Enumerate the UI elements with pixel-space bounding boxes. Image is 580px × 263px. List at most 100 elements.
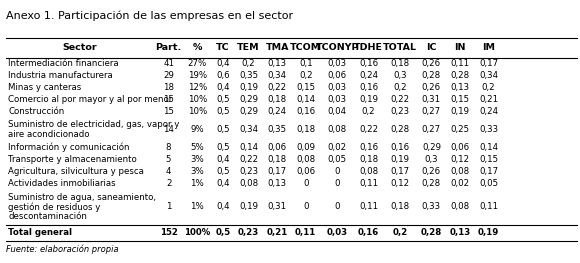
Text: 3%: 3% <box>190 167 204 176</box>
Text: 0,13: 0,13 <box>267 59 287 68</box>
Text: 0,06: 0,06 <box>451 143 470 152</box>
Text: 1%: 1% <box>190 203 204 211</box>
Text: 0,22: 0,22 <box>390 95 409 104</box>
Text: 0,28: 0,28 <box>390 125 409 134</box>
Text: 0,14: 0,14 <box>296 95 316 104</box>
Text: 0,18: 0,18 <box>296 125 316 134</box>
Text: 0,05: 0,05 <box>328 155 347 164</box>
Text: 0,34: 0,34 <box>239 125 258 134</box>
Text: 0,11: 0,11 <box>451 59 470 68</box>
Text: 0,17: 0,17 <box>479 59 498 68</box>
Text: 0,23: 0,23 <box>390 107 409 116</box>
Text: 0,4: 0,4 <box>216 83 230 92</box>
Text: 0,14: 0,14 <box>479 143 498 152</box>
Text: Comercio al por mayor y al por menor: Comercio al por mayor y al por menor <box>8 95 172 104</box>
Text: 0,11: 0,11 <box>359 203 378 211</box>
Text: TDHE: TDHE <box>354 43 383 53</box>
Text: 0,34: 0,34 <box>479 71 498 80</box>
Text: 0,18: 0,18 <box>267 155 287 164</box>
Text: 0,26: 0,26 <box>422 167 441 176</box>
Text: 0: 0 <box>335 203 340 211</box>
Text: 0,5: 0,5 <box>216 95 230 104</box>
Text: 0,28: 0,28 <box>422 179 441 188</box>
Text: 0,16: 0,16 <box>296 107 316 116</box>
Text: 0,25: 0,25 <box>451 125 470 134</box>
Text: 1: 1 <box>166 203 171 211</box>
Text: 0,26: 0,26 <box>422 83 441 92</box>
Text: 0,09: 0,09 <box>296 143 316 152</box>
Text: 2: 2 <box>166 179 171 188</box>
Text: Fuente: elaboración propia: Fuente: elaboración propia <box>6 245 118 254</box>
Text: 0,4: 0,4 <box>216 203 230 211</box>
Text: Sector: Sector <box>63 43 97 53</box>
Text: IC: IC <box>426 43 437 53</box>
Text: 0,14: 0,14 <box>239 143 258 152</box>
Text: 0: 0 <box>303 203 309 211</box>
Text: 0,6: 0,6 <box>216 71 230 80</box>
Text: 0,15: 0,15 <box>479 155 498 164</box>
Text: 14: 14 <box>163 125 174 134</box>
Text: %: % <box>193 43 202 53</box>
Text: 0,19: 0,19 <box>239 203 258 211</box>
Text: 0,24: 0,24 <box>359 71 378 80</box>
Text: 15: 15 <box>163 95 174 104</box>
Text: 0,24: 0,24 <box>479 107 498 116</box>
Text: aire acondicionado: aire acondicionado <box>8 130 90 139</box>
Text: 0,16: 0,16 <box>359 83 378 92</box>
Text: 0,2: 0,2 <box>299 71 313 80</box>
Text: 100%: 100% <box>184 228 211 237</box>
Text: 0,3: 0,3 <box>425 155 438 164</box>
Text: 0,08: 0,08 <box>359 167 378 176</box>
Text: 0,18: 0,18 <box>359 155 378 164</box>
Text: 0,02: 0,02 <box>451 179 470 188</box>
Text: 5: 5 <box>166 155 171 164</box>
Text: 27%: 27% <box>187 59 207 68</box>
Text: 0,2: 0,2 <box>393 228 408 237</box>
Text: 0,05: 0,05 <box>479 179 498 188</box>
Text: 0,21: 0,21 <box>267 228 288 237</box>
Text: 0,02: 0,02 <box>328 143 347 152</box>
Text: 0,08: 0,08 <box>451 167 470 176</box>
Text: 4: 4 <box>166 167 171 176</box>
Text: 0: 0 <box>303 179 309 188</box>
Text: 29: 29 <box>163 71 174 80</box>
Text: 0,03: 0,03 <box>328 83 347 92</box>
Text: 0,33: 0,33 <box>422 203 441 211</box>
Text: 0,11: 0,11 <box>479 203 498 211</box>
Text: 0,35: 0,35 <box>267 125 287 134</box>
Text: Intermediación financiera: Intermediación financiera <box>8 59 119 68</box>
Text: 0,29: 0,29 <box>422 143 441 152</box>
Text: 0: 0 <box>335 167 340 176</box>
Text: 0,33: 0,33 <box>479 125 498 134</box>
Text: 0,03: 0,03 <box>328 95 347 104</box>
Text: 0,13: 0,13 <box>450 228 470 237</box>
Text: 0,17: 0,17 <box>267 167 287 176</box>
Text: 0,18: 0,18 <box>390 203 409 211</box>
Text: 0,12: 0,12 <box>390 179 409 188</box>
Text: 10%: 10% <box>187 107 207 116</box>
Text: 12%: 12% <box>187 83 207 92</box>
Text: 0,16: 0,16 <box>359 143 378 152</box>
Text: 0,13: 0,13 <box>267 179 287 188</box>
Text: 0,19: 0,19 <box>478 228 499 237</box>
Text: 0,22: 0,22 <box>267 83 287 92</box>
Text: 0,5: 0,5 <box>216 143 230 152</box>
Text: 0,27: 0,27 <box>422 125 441 134</box>
Text: 0,4: 0,4 <box>216 155 230 164</box>
Text: 0,5: 0,5 <box>216 107 230 116</box>
Text: 0,16: 0,16 <box>358 228 379 237</box>
Text: 0,12: 0,12 <box>451 155 470 164</box>
Text: 8: 8 <box>166 143 171 152</box>
Text: IM: IM <box>482 43 495 53</box>
Text: Total general: Total general <box>8 228 72 237</box>
Text: Industria manufacturera: Industria manufacturera <box>8 71 113 80</box>
Text: TMA: TMA <box>266 43 289 53</box>
Text: 0,19: 0,19 <box>390 155 409 164</box>
Text: 0,16: 0,16 <box>359 59 378 68</box>
Text: 0,29: 0,29 <box>239 107 258 116</box>
Text: Suministro de agua, saneamiento,: Suministro de agua, saneamiento, <box>8 193 156 202</box>
Text: 0,23: 0,23 <box>239 167 258 176</box>
Text: 3%: 3% <box>190 155 204 164</box>
Text: 0,21: 0,21 <box>479 95 498 104</box>
Text: Transporte y almacenamiento: Transporte y almacenamiento <box>8 155 137 164</box>
